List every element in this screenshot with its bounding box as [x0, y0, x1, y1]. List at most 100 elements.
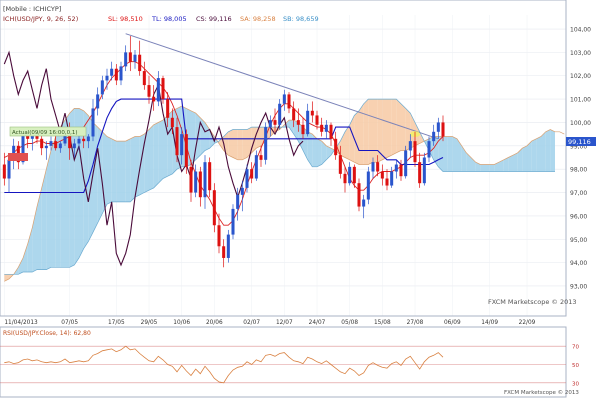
cloud-segment [503, 157, 509, 172]
candle-body [105, 75, 109, 81]
candle-body [418, 162, 422, 184]
cloud-segment [55, 127, 61, 268]
cloud-segment [522, 145, 527, 172]
cloud-segment [387, 99, 392, 158]
cloud-segment [405, 108, 411, 151]
x-tick-label: 29/05 [141, 320, 158, 326]
candle-body [124, 52, 128, 67]
candle-body [306, 110, 310, 135]
cloud-segment [494, 162, 499, 172]
y-tick-label: 94,00 [570, 260, 587, 267]
candle-body [231, 208, 235, 235]
candle-body [12, 145, 16, 160]
candle-body [399, 164, 403, 177]
y-tick-label: 98,00 [570, 167, 587, 174]
actual-tag-box [9, 126, 87, 137]
x-tick-label: 27/08 [407, 320, 424, 326]
cloud-segment [377, 99, 383, 163]
cloud-segment [79, 108, 84, 258]
candle-body [390, 171, 394, 186]
candle-body [385, 178, 389, 186]
candle-body [292, 108, 296, 121]
candle-body [287, 94, 291, 109]
cloud-segment [452, 136, 457, 172]
price-marker-left [8, 153, 28, 161]
y-axis: 104,00 103,00 102,00 101,00 100,00 99,00 98,00… [570, 27, 591, 291]
candle-body [96, 94, 100, 109]
candle-body [329, 124, 333, 139]
ichimoku-cloud [4, 99, 565, 282]
candle-body [357, 183, 361, 207]
cloud-segment [368, 99, 373, 165]
legend-sl: SL: 98,510 [108, 15, 143, 23]
y-tick-label: 96,00 [570, 213, 587, 220]
x-tick-label: 15/08 [374, 320, 391, 326]
cloud-segment [485, 164, 490, 172]
cloud-segment [517, 148, 523, 172]
cloud-segment [144, 129, 149, 193]
candle-body [268, 120, 272, 128]
cloud-segment [312, 134, 317, 167]
cloud-segment [391, 99, 397, 156]
candle-body [236, 194, 240, 209]
legend-sb: SB: 98,659 [283, 15, 319, 23]
cloud-segment [489, 164, 495, 172]
candle-body [250, 169, 254, 179]
x-tick-label: 02/07 [243, 320, 260, 326]
cloud-segment [37, 187, 42, 270]
cloud-segment [256, 127, 261, 149]
cloud-segment [326, 145, 331, 160]
y-tick-label: 103,00 [570, 50, 591, 57]
cloud-segment [158, 120, 163, 184]
candle-body [26, 134, 30, 139]
candle-body [114, 68, 118, 81]
main-panel-frame [0, 0, 567, 317]
cloud-segment [321, 141, 327, 165]
cloud-segment [228, 129, 233, 158]
candle-body [100, 80, 104, 95]
last-price: 99,116 [568, 138, 591, 146]
candle-body [189, 166, 193, 193]
candle-body [203, 162, 207, 198]
cloud-segment [97, 127, 103, 223]
x-tick-label: 17/05 [108, 320, 125, 326]
cloud-segment [349, 115, 355, 163]
candle-body [441, 122, 445, 137]
candle-body [348, 166, 352, 184]
senkou-a-line [4, 105, 565, 282]
candle-body [217, 225, 221, 247]
candle-body [273, 120, 277, 125]
watermark-main: FXCM Marketscope © 2013 [488, 298, 577, 306]
trendline [125, 33, 439, 140]
y-tick-label: 95,00 [570, 237, 587, 244]
candle-body [166, 99, 170, 118]
cloud-segment [153, 122, 159, 188]
x-tick-label: 06/09 [444, 320, 461, 326]
cloud-segment [550, 129, 555, 172]
cloud-segment [125, 138, 131, 202]
candle-body [2, 164, 6, 179]
candle-body [427, 141, 431, 158]
cloud-segment [303, 127, 308, 160]
candle-body [222, 246, 226, 258]
cloud-segment [359, 103, 364, 165]
candle-body [170, 117, 174, 128]
cloud-segment [93, 122, 98, 233]
candle-body [147, 85, 151, 97]
candle-body [413, 141, 417, 163]
y-tick-label: 102,00 [570, 73, 591, 80]
candle-body [432, 131, 436, 142]
x-axis: 11/04/2013 07/05 17/05 29/05 10/06 20/06 02/07… [4, 320, 535, 326]
candle-body [310, 110, 314, 116]
rsi-panel: 70 50 30 [0, 345, 579, 387]
cloud-segment [443, 136, 448, 172]
legend-sa: SA: 98,258 [240, 15, 276, 23]
cloud-segment [116, 141, 121, 202]
cloud-segment [149, 124, 154, 191]
cloud-segment [247, 127, 252, 158]
actual-tag: Actual(09/09 16:00,0,1) [12, 130, 77, 136]
candle-body [301, 124, 305, 135]
candle-body [180, 134, 184, 156]
candle-body [404, 150, 408, 177]
y-tick-label: 100,00 [570, 120, 591, 127]
